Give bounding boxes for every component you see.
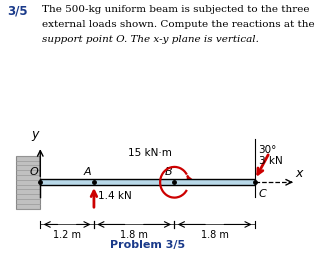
Text: C: C <box>258 189 266 199</box>
Text: x: x <box>295 167 303 180</box>
Text: external loads shown. Compute the reactions at the: external loads shown. Compute the reacti… <box>42 20 315 29</box>
Text: Problem 3/5: Problem 3/5 <box>110 240 185 250</box>
Bar <box>40 179 255 185</box>
Text: B: B <box>165 167 172 176</box>
Text: 3/5: 3/5 <box>7 5 27 18</box>
Text: 3 kN: 3 kN <box>259 156 282 166</box>
Text: 1.2 m: 1.2 m <box>53 230 81 240</box>
Text: support point O. The x-y plane is vertical.: support point O. The x-y plane is vertic… <box>42 35 260 45</box>
Text: 1.8 m: 1.8 m <box>120 230 148 240</box>
Text: O: O <box>29 167 38 176</box>
Text: 1.4 kN: 1.4 kN <box>98 191 132 201</box>
Text: 1.8 m: 1.8 m <box>201 230 229 240</box>
Text: The 500-kg uniform beam is subjected to the three: The 500-kg uniform beam is subjected to … <box>42 5 310 14</box>
Bar <box>16 156 40 209</box>
Text: A: A <box>84 167 92 176</box>
Text: 15 kN·m: 15 kN·m <box>128 148 172 158</box>
Text: 30°: 30° <box>259 145 277 155</box>
Text: y: y <box>31 128 39 141</box>
